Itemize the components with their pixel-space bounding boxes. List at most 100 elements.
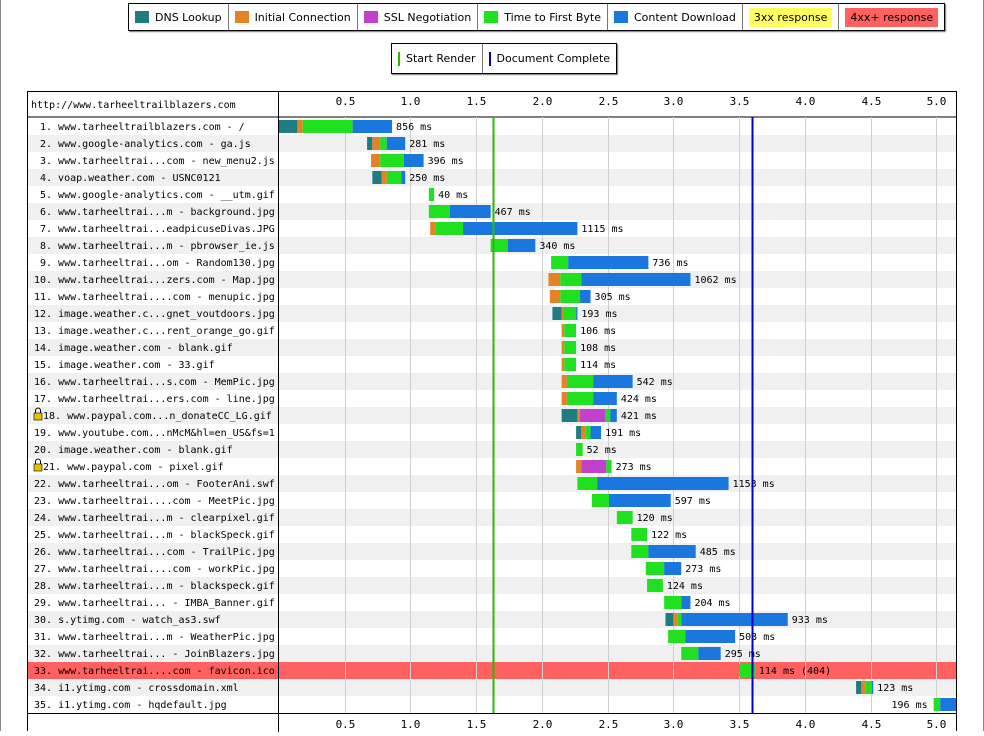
download-swatch (613, 11, 628, 23)
bar-download (685, 630, 736, 643)
bar-ttfb (631, 528, 648, 541)
x-tick-label-bottom: 3.0 (664, 718, 684, 731)
x-tick-label-bottom: 5.0 (927, 718, 947, 731)
bar-ttfb (616, 511, 633, 524)
row-stripe (28, 679, 956, 696)
bar-ttfb (428, 188, 435, 201)
bar-ttfb (562, 307, 577, 320)
bar-download (593, 392, 617, 405)
start-render-swatch (398, 51, 400, 66)
bar-ttfb (490, 239, 508, 252)
bar-connect (372, 137, 381, 150)
bar-duration-label: 340 ms (539, 241, 575, 252)
row-stripe (28, 645, 956, 662)
bar-download (940, 698, 956, 711)
request-label: 1. www.tarheeltrailblazers.com - / (40, 122, 245, 133)
bar-connect (561, 341, 565, 354)
bar-ttfb (380, 154, 404, 167)
bar-ttfb (386, 171, 402, 184)
legend-label: SSL Negotiation (383, 10, 472, 24)
bar-download (664, 562, 682, 575)
connect-swatch (234, 11, 249, 23)
bar-duration-label: 273 ms (685, 564, 721, 575)
bar-download (568, 256, 649, 269)
legend-timing-phases: DNS Lookup Initial Connection SSL Negoti… (128, 3, 946, 31)
bar-download (449, 205, 491, 218)
request-label: 30. s.ytimg.com - watch_as3.swf (34, 615, 221, 626)
bar-duration-label: 120 ms (637, 513, 673, 524)
request-label: 31. www.tarheeltrai...m - WeatherPic.jpg (34, 632, 275, 643)
bar-connect (561, 392, 567, 405)
request-label: 23. www.tarheeltrai....com - MeetPic.jpg (34, 496, 275, 507)
legend-label: 4xx+ response (845, 7, 939, 27)
bar-duration-label: 503 ms (739, 632, 775, 643)
request-label: 34. i1.ytimg.com - crossdomain.xml (34, 683, 239, 694)
request-label: 19. www.youtube.com...nMcM&hl=en_US&fs=1 (34, 428, 275, 439)
legend-label: Time to First Byte (504, 10, 601, 24)
request-label: 7. www.tarheeltrai...eadpicuseDivas.JPG (40, 224, 275, 235)
bar-duration-label: 542 ms (637, 377, 673, 388)
bar-connect (561, 375, 567, 388)
request-label: 33. www.tarheeltrai....com - favicon.ico (34, 666, 275, 677)
bar-duration-label: 122 ms (651, 530, 687, 541)
bar-duration-label: 933 ms (792, 615, 828, 626)
bar-dns (856, 681, 862, 694)
x-tick-label-bottom: 1.0 (401, 718, 421, 731)
x-tick-label-top: 3.0 (664, 95, 684, 108)
legend-label: Document Complete (496, 52, 611, 65)
bar-download (576, 307, 578, 320)
bar-duration-label: 250 ms (409, 173, 445, 184)
x-tick-label-top: 2.0 (533, 95, 553, 108)
bar-connect (371, 154, 381, 167)
bar-duration-label: 123 ms (877, 683, 913, 694)
page-url-label: http://www.tarheeltrailblazers.com (31, 100, 236, 111)
ssl-swatch (363, 11, 378, 23)
request-label: 14. image.weather.com - blank.gif (34, 343, 233, 354)
x-tick-label-top: 0.5 (336, 95, 356, 108)
legend-label: Start Render (406, 52, 476, 65)
bar-download (681, 613, 788, 626)
dns-swatch (135, 11, 149, 23)
x-tick-label-bottom: 2.5 (599, 718, 619, 731)
bar-connect (430, 222, 436, 235)
ttfb-swatch (484, 11, 499, 23)
row-stripe (28, 662, 956, 679)
bar-dns (367, 137, 373, 150)
bar-download (698, 647, 721, 660)
bar-duration-label: 40 ms (438, 190, 468, 201)
request-label: 10. www.tarheeltrai...zers.com - Map.jpg (34, 275, 275, 286)
bar-download (580, 290, 591, 303)
request-label: 22. www.tarheeltrai...om - FooterAni.swf (34, 479, 275, 490)
bar-ttfb (591, 494, 609, 507)
bar-duration-label: 196 ms (892, 700, 928, 711)
bar-download (871, 681, 874, 694)
bar-duration-label: 396 ms (428, 156, 464, 167)
legend-label: Content Download (633, 10, 736, 24)
lock-icon (33, 458, 43, 472)
request-label: 20. image.weather.com - blank.gif (34, 445, 233, 456)
row-stripe (28, 458, 956, 475)
bar-ttfb (865, 681, 872, 694)
bar-duration-label: 124 ms (667, 581, 703, 592)
bar-connect (861, 681, 866, 694)
bar-download (593, 375, 633, 388)
bar-ttfb (645, 562, 665, 575)
bar-duration-label: 295 ms (725, 649, 761, 660)
bar-duration-label: 597 ms (675, 496, 711, 507)
bar-connect (673, 613, 678, 626)
legend-item-document-complete: Document Complete (483, 44, 617, 73)
row-stripe (28, 254, 956, 271)
bar-dns (372, 171, 382, 184)
bar-duration-label: 114 ms (580, 360, 616, 371)
request-label: 13. image.weather.c...rent_orange_go.gif (34, 326, 275, 337)
bar-download (401, 171, 406, 184)
bar-ttfb (576, 443, 583, 456)
bar-dns (576, 426, 582, 439)
bar-duration-label: 421 ms (621, 411, 657, 422)
x-tick-label-top: 1.5 (467, 95, 487, 108)
bar-connect (561, 307, 563, 320)
x-tick-label-bottom: 3.5 (730, 718, 750, 731)
x-tick-label-top: 1.0 (401, 95, 421, 108)
request-label: 11. www.tarheeltrai....com - menupic.jpg (34, 292, 275, 303)
bar-connect (548, 273, 561, 286)
